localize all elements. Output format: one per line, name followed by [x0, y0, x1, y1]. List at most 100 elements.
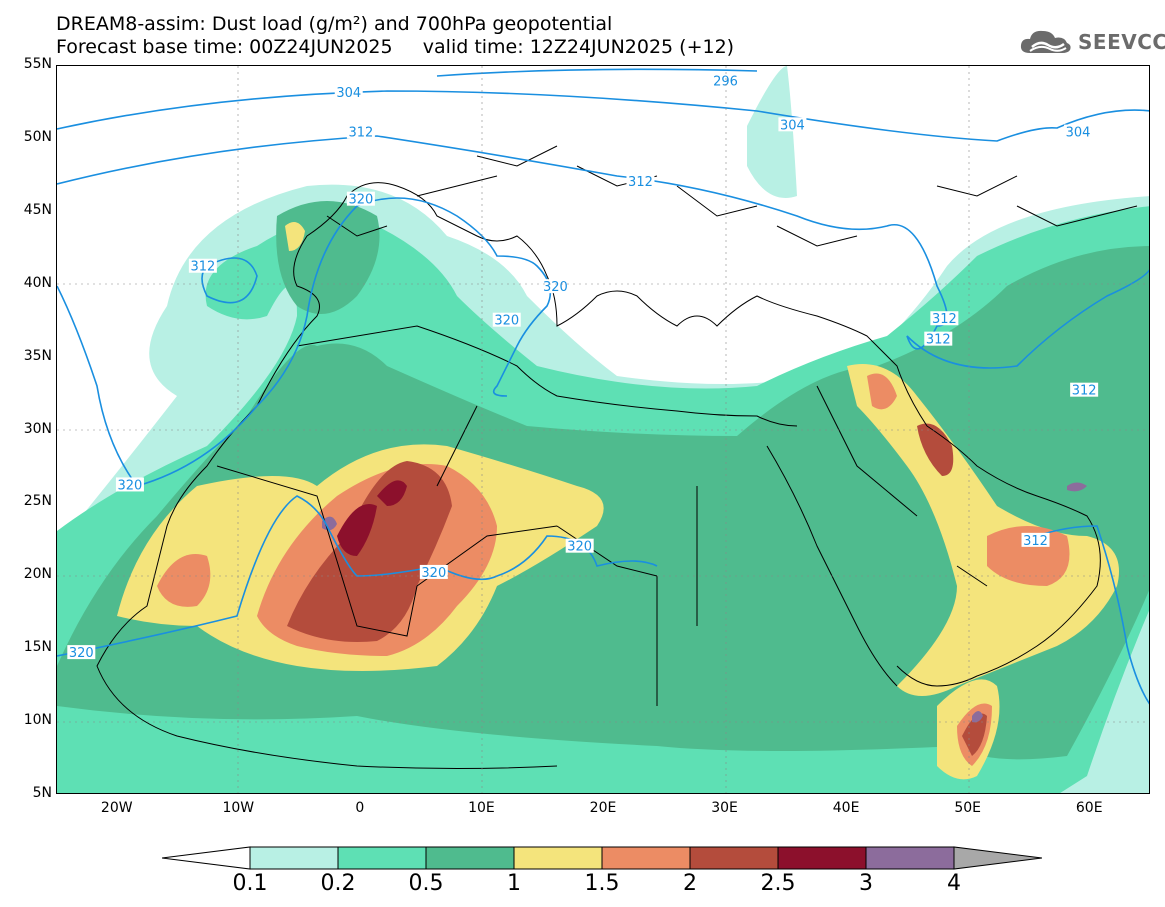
dust-region-3c [972, 711, 983, 723]
colorbar-over-arrow [953, 846, 1042, 870]
contour-label-bg [930, 311, 959, 326]
colorbar-swatch [777, 846, 867, 870]
contour-label-bg [778, 117, 807, 132]
colorbar-tick-label: 1.5 [584, 871, 620, 896]
contour-304 [57, 90, 1149, 142]
gridline [57, 283, 1149, 723]
dust-region-2-iraq [917, 423, 954, 476]
dust-region-1.5-gulf [867, 373, 897, 410]
contour-label-bg [626, 174, 655, 189]
lat-tick-label: 55N [23, 56, 52, 72]
contour-label-bg [541, 279, 570, 294]
logo-text: SEEVCCC [1078, 30, 1165, 54]
contour-label: 320 [494, 314, 519, 329]
gridlines [57, 66, 1149, 793]
contour-label-bg [334, 85, 363, 100]
contour-296 [436, 68, 758, 77]
contour-label-bg [1021, 532, 1050, 547]
seevccc-logo: SEEVCCC [1018, 26, 1165, 58]
lon-tick-label: 60E [1075, 800, 1103, 816]
lat-tick-label: 5N [32, 785, 52, 801]
contour-label: 320 [69, 646, 94, 661]
colorbar-swatch [865, 846, 955, 870]
map-title: DREAM8-assim: Dust load (g/m²) and 700hP… [56, 13, 613, 35]
dust-region-2-somalia [962, 713, 987, 756]
contour-label: 320 [567, 540, 592, 555]
colorbar-tick-label: 2.5 [760, 871, 796, 896]
lon-tick-label: 0 [355, 800, 365, 816]
dust-region-3b [1067, 482, 1087, 492]
contour-label: 320 [543, 280, 568, 295]
contour-label-bg [346, 124, 375, 139]
contour-label: 312 [190, 260, 215, 275]
border-lines [216, 385, 988, 706]
colorbar-swatch [249, 846, 339, 870]
contour-label: 312 [1023, 534, 1048, 549]
contour-label: 320 [421, 566, 446, 581]
lat-tick-label: 15N [23, 639, 52, 656]
contour-label-bg [67, 645, 96, 660]
contour-label-bg [492, 312, 521, 327]
lat-tick-label: 30N [23, 420, 52, 437]
colorbar-tick-label: 0.2 [320, 871, 356, 896]
contour-label: 312 [348, 126, 373, 141]
contour-label: 296 [713, 75, 738, 90]
colorbar [162, 846, 1042, 870]
colorbar-swatch [689, 846, 779, 870]
dust-region-1-iberia [285, 222, 305, 251]
contour-312-loop [201, 257, 258, 304]
dust-region-1-arabia [847, 364, 1119, 696]
contour-label-bg [565, 538, 594, 553]
contour-label-bg [419, 564, 448, 579]
dust-region-1.5 [157, 554, 211, 607]
contour-label: 320 [118, 478, 143, 493]
lat-tick-label: 25N [23, 493, 52, 510]
lon-tick-label: 20W [100, 800, 133, 816]
contour-label-bg [346, 191, 375, 206]
coastline-europe-africa [256, 182, 1101, 687]
contour-label-bg [1064, 124, 1093, 139]
lon-tick-label: 10E [468, 800, 495, 816]
dust-region-3 [322, 516, 337, 531]
contour-label: 304 [336, 86, 361, 101]
contour-label: 312 [932, 312, 957, 327]
colorbar-tick-label: 0.1 [232, 871, 268, 896]
dust-region-2 [287, 461, 452, 642]
colorbar-tick-label: 2 [683, 871, 697, 896]
contour-312 [57, 135, 1149, 369]
lat-tick-label: 10N [23, 712, 52, 729]
lon-tick-label: 40E [832, 800, 860, 816]
contour-312-east [1036, 525, 1149, 705]
colorbar-swatch [425, 846, 515, 870]
dust-map: 296 304 304 304 312 312 312 312 312 312 312 320 320 3… [56, 65, 1150, 794]
colorbar-swatch [601, 846, 691, 870]
contour-label: 304 [780, 118, 805, 133]
contour-label: 312 [926, 333, 951, 348]
dust-region-0.1-north [747, 66, 797, 198]
lat-tick-label: 50N [23, 128, 52, 145]
dust-region-2.5b [377, 480, 407, 506]
lat-tick-label: 35N [23, 347, 52, 364]
contour-label: 304 [1066, 126, 1091, 141]
dust-region-2.5 [337, 504, 377, 556]
colorbar-tick-label: 1 [507, 871, 521, 896]
contour-label: 312 [1072, 384, 1097, 399]
map-subtitle: Forecast base time: 00Z24JUN2025 valid t… [56, 36, 735, 58]
contour-label-bg [711, 73, 740, 88]
border-lines-europe [326, 145, 1138, 247]
lon-tick-label: 20E [589, 800, 617, 816]
lat-tick-label: 45N [23, 201, 52, 218]
cloud-icon [1020, 30, 1071, 53]
coastlines-borders [96, 145, 1138, 769]
contour-label-bg [188, 258, 217, 273]
contour-label: 312 [628, 175, 653, 190]
contour-label-bg [1070, 382, 1099, 397]
contour-labels: 296 304 304 304 312 312 312 312 312 312 312 320 320 3… [67, 73, 1099, 661]
contour-label-bg [924, 331, 953, 346]
lon-tick-label: 50E [954, 800, 981, 816]
coastline-north-africa [296, 325, 798, 427]
colorbar-swatch [337, 846, 427, 870]
colorbar-swatch [513, 846, 603, 870]
dust-field-layer [57, 66, 1149, 793]
lon-tick-label: 30E [711, 800, 738, 816]
